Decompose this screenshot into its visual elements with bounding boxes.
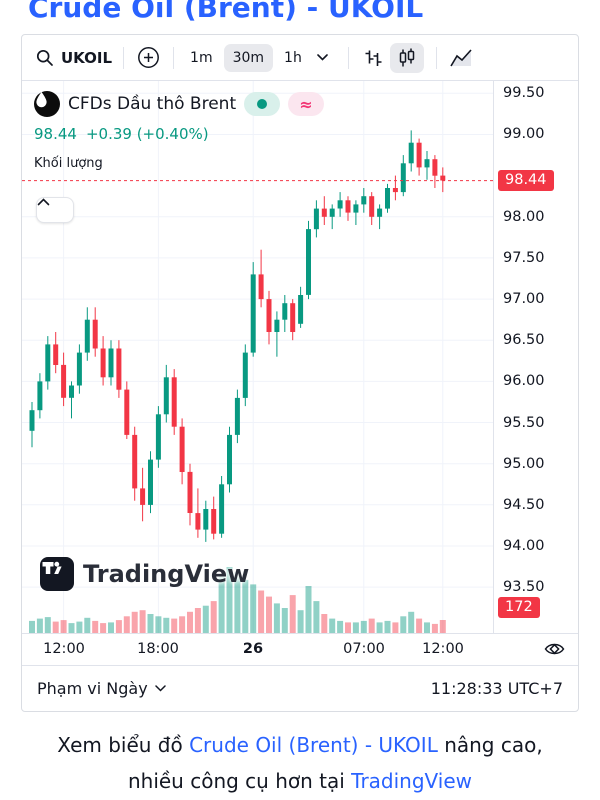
- price-axis-label: 97.00: [503, 291, 545, 307]
- bars-icon: [365, 50, 382, 66]
- time-axis-label: 07:00: [343, 641, 385, 657]
- legend: CFDs Dầu thô Brent ≈ 98.44 +0.39 (+0.40%…: [34, 91, 325, 171]
- footer-text-middle: nâng cao, nhiều công cụ hơn tại: [127, 733, 543, 793]
- toolbar-separator: [435, 46, 437, 69]
- time-axis: 12:00 18:00 26 07:00 12:00: [22, 633, 578, 665]
- toolbar: UKOIL 1m 30m 1h: [22, 35, 578, 81]
- chart-area: CFDs Dầu thô Brent ≈ 98.44 +0.39 (+0.40%…: [22, 81, 578, 633]
- time-axis-label: 12:00: [43, 641, 85, 657]
- interval-button-30m[interactable]: 30m: [223, 43, 274, 72]
- range-label: Phạm vi Ngày: [37, 679, 148, 698]
- legend-price-change: +0.39 (+0.40%): [85, 125, 209, 143]
- candles-svg: [22, 81, 493, 633]
- volume-label: Khối lượng: [34, 156, 103, 171]
- price-axis-label: 96.00: [503, 373, 545, 389]
- range-selector[interactable]: Phạm vi Ngày: [37, 679, 166, 698]
- chart-style-area-button[interactable]: [444, 43, 478, 73]
- price-axis-label: 99.50: [503, 85, 545, 101]
- price-axis-label: 97.50: [503, 250, 545, 266]
- time-axis-label: 12:00: [422, 641, 464, 657]
- price-axis-label: 99.00: [503, 126, 545, 142]
- market-status-pill: [244, 92, 281, 116]
- toolbar-separator: [173, 46, 175, 69]
- price-axis-label: 96.50: [503, 332, 545, 348]
- chart-plot[interactable]: CFDs Dầu thô Brent ≈ 98.44 +0.39 (+0.40%…: [22, 81, 493, 633]
- interval-button-1m[interactable]: 1m: [181, 44, 222, 72]
- toolbar-separator: [347, 46, 349, 69]
- chevron-down-icon: [317, 54, 328, 61]
- page-title[interactable]: Crude Oil (Brent) - UKOIL: [28, 0, 424, 24]
- symbol-label: UKOIL: [61, 48, 113, 67]
- time-axis-label: 18:00: [137, 641, 179, 657]
- legend-symbol-title: CFDs Dầu thô Brent: [68, 94, 237, 114]
- bottom-bar: Phạm vi Ngày 11:28:33 UTC+7: [22, 665, 578, 711]
- quick-settings-eye-icon[interactable]: [543, 639, 566, 663]
- price-axis: 98.44 172 99.50 99.00 98.00 97.50 97.00 96.50…: [493, 81, 578, 633]
- price-axis-label: 94.00: [503, 538, 545, 554]
- price-axis-label: 94.50: [503, 497, 545, 513]
- legend-last-price: 98.44: [34, 125, 77, 143]
- time-axis-label: 26: [242, 641, 264, 657]
- chart-style-bars-button[interactable]: [356, 43, 390, 73]
- footer-link-tradingview[interactable]: TradingView: [351, 768, 473, 793]
- clock-label: 11:28:33 UTC+7: [430, 679, 563, 698]
- watermark-label: TradingView: [83, 560, 250, 588]
- price-axis-label: 95.50: [503, 415, 545, 431]
- symbol-search-button[interactable]: UKOIL: [32, 45, 116, 71]
- compare-button[interactable]: [131, 42, 166, 73]
- interval-dropdown-button[interactable]: [311, 50, 334, 65]
- interval-group: 1m 30m 1h: [181, 43, 311, 72]
- legend-collapse-button[interactable]: [36, 197, 74, 223]
- chevron-down-icon: [154, 685, 166, 692]
- price-axis-label: 93.50: [503, 579, 545, 595]
- footer: Xem biểu đồ Crude Oil (Brent) - UKOIL nâ…: [0, 728, 600, 799]
- footer-link-symbol[interactable]: Crude Oil (Brent) - UKOIL: [189, 733, 438, 757]
- chart-style-candles-button[interactable]: [389, 42, 424, 73]
- approx-icon: ≈: [299, 94, 313, 114]
- toolbar-separator: [123, 46, 125, 69]
- price-axis-label: 95.00: [503, 456, 545, 472]
- delayed-data-pill: ≈: [288, 92, 325, 116]
- search-icon: [36, 49, 53, 66]
- watermark[interactable]: TradingView: [40, 557, 249, 591]
- interval-button-1h[interactable]: 1h: [275, 44, 311, 72]
- price-axis-label: 98.00: [503, 209, 545, 225]
- page-header: Crude Oil (Brent) - UKOIL: [0, 0, 600, 26]
- chevron-up-icon: [37, 198, 50, 206]
- plus-circle-icon: [138, 47, 159, 68]
- area-chart-icon: [450, 48, 472, 66]
- volume-tag: 172: [498, 597, 540, 618]
- last-price-tag: 98.44: [498, 170, 554, 191]
- chart-widget: UKOIL 1m 30m 1h: [21, 34, 579, 712]
- oil-drop-logo-icon: [34, 91, 60, 117]
- candles-icon: [399, 48, 415, 66]
- footer-text-prefix: Xem biểu đồ: [57, 733, 190, 757]
- market-status-dot-icon: [257, 99, 268, 109]
- tradingview-logo-icon: [40, 557, 74, 591]
